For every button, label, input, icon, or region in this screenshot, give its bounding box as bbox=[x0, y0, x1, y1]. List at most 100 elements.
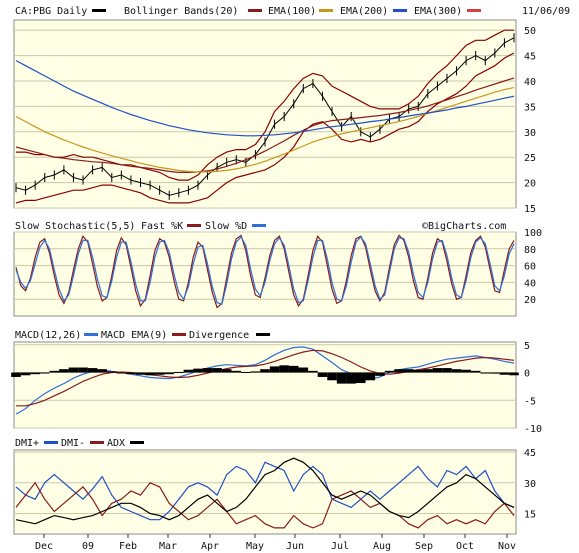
divergence-bar bbox=[68, 367, 79, 373]
ema300-legend-label: EMA(300) bbox=[414, 6, 462, 17]
y-tick-label-macd: -10 bbox=[524, 424, 542, 435]
divergence-bar bbox=[39, 372, 50, 374]
bb-legend-label: Bollinger Bands(20) bbox=[124, 6, 238, 17]
divergence-bar bbox=[164, 372, 175, 375]
ema100-legend-swatch bbox=[319, 9, 333, 12]
x-tick-label: 09 bbox=[82, 541, 94, 552]
divergence-legend-swatch bbox=[256, 333, 270, 336]
ema100-legend-label: EMA(100) bbox=[268, 6, 316, 17]
divergence-bar bbox=[250, 371, 261, 373]
x-tick-label: Oct bbox=[456, 541, 474, 552]
y-tick-label-price: 50 bbox=[524, 26, 536, 37]
divergence-bar bbox=[451, 369, 462, 373]
macd-header: MACD(12,26) MACD EMA(9) Divergence bbox=[15, 330, 270, 341]
stochastic-header: Slow Stochastic(5,5) Fast %K Slow %D ©Bi… bbox=[15, 221, 506, 232]
series-divergence bbox=[11, 365, 519, 384]
divergence-bar bbox=[30, 372, 40, 375]
y-tick-label-slow_stochastic: 80 bbox=[524, 245, 536, 256]
series-bollinger-bands-20-lower bbox=[15, 52, 515, 204]
ema300-legend-swatch bbox=[467, 9, 481, 12]
price-legend-swatch bbox=[92, 9, 106, 12]
x-tick-label: Nov bbox=[498, 541, 516, 552]
divergence-bar bbox=[20, 372, 31, 376]
x-tick-label: May bbox=[246, 541, 264, 552]
divergence-bar bbox=[49, 370, 60, 373]
divergence-bar bbox=[87, 368, 98, 373]
y-tick-label-price: 35 bbox=[524, 102, 536, 113]
adx-legend-label: ADX bbox=[107, 438, 125, 449]
price-panel bbox=[13, 19, 517, 209]
x-tick-label: Mar bbox=[159, 541, 177, 552]
divergence-bar bbox=[298, 367, 309, 373]
series-slow-d bbox=[15, 235, 515, 305]
y-tick-label-macd: 0 bbox=[524, 369, 530, 380]
divergence-bar bbox=[365, 372, 376, 381]
stochastic-title: Slow Stochastic(5,5) bbox=[15, 221, 135, 232]
chart-date: 11/06/09 bbox=[522, 6, 570, 17]
divergence-bar bbox=[174, 371, 184, 373]
bb-legend-swatch bbox=[248, 9, 262, 12]
y-tick-label-dmi: 15 bbox=[524, 510, 536, 521]
series-bollinger-bands-20-upper bbox=[16, 29, 514, 181]
divergence-bar bbox=[346, 372, 356, 384]
x-tick-label: Aug bbox=[373, 541, 391, 552]
divergence-bar bbox=[442, 368, 452, 373]
dmi-minus-legend-label: DMI- bbox=[61, 438, 85, 449]
divergence-bar bbox=[432, 368, 443, 373]
divergence-bar bbox=[154, 372, 165, 375]
divergence-bar bbox=[384, 370, 395, 373]
price-header: CA:PBG Daily Bollinger Bands(20) EMA(100… bbox=[15, 6, 570, 17]
divergence-bar bbox=[499, 372, 510, 375]
divergence-bar bbox=[260, 369, 270, 373]
watermark: ©BigCharts.com bbox=[422, 221, 506, 232]
slowd-legend-label: Slow %D bbox=[205, 221, 247, 232]
divergence-bar bbox=[355, 372, 366, 384]
dmi-minus-legend-swatch bbox=[90, 441, 104, 444]
divergence-bar bbox=[308, 370, 318, 373]
x-tick-label: Jul bbox=[331, 541, 349, 552]
dmi-plus-legend-swatch bbox=[44, 441, 58, 444]
y-tick-label-dmi: 45 bbox=[524, 448, 536, 459]
y-tick-label-macd: 5 bbox=[524, 341, 530, 352]
dmi-header: DMI+ DMI- ADX bbox=[15, 438, 144, 449]
macd-ema-legend-swatch bbox=[172, 333, 186, 336]
y-tick-label-price: 40 bbox=[524, 77, 536, 88]
macd-title: MACD(12,26) bbox=[15, 330, 81, 341]
y-tick-label-price: 25 bbox=[524, 153, 536, 164]
series-adx bbox=[15, 457, 515, 525]
macd-ema-legend-label: MACD EMA(9) bbox=[101, 330, 167, 341]
x-tick-label: Apr bbox=[201, 541, 219, 552]
divergence-bar bbox=[193, 368, 203, 373]
divergence-bar bbox=[480, 372, 491, 374]
divergence-bar bbox=[394, 369, 404, 373]
divergence-bar bbox=[413, 369, 424, 373]
y-tick-label-macd: -5 bbox=[524, 396, 536, 407]
y-tick-label-slow_stochastic: 40 bbox=[524, 278, 536, 289]
x-tick-label: Jun bbox=[286, 541, 304, 552]
divergence-bar bbox=[336, 372, 347, 384]
tick-layer: 15 20 25 30 35 40 45 50 20 40 60 80 100 -10 -5 0 5 15 30 45… bbox=[35, 26, 542, 552]
divergence-bar bbox=[231, 370, 242, 373]
divergence-bar bbox=[327, 372, 337, 381]
dmi-plus-title: DMI+ bbox=[15, 438, 39, 449]
x-tick-label: Feb bbox=[119, 541, 137, 552]
divergence-bar bbox=[78, 367, 88, 373]
stochastic-panel bbox=[13, 231, 517, 317]
divergence-bar bbox=[183, 369, 194, 373]
divergence-bar bbox=[126, 372, 136, 375]
macd-panel bbox=[13, 341, 517, 429]
divergence-bar bbox=[490, 372, 500, 374]
divergence-bar bbox=[241, 371, 251, 373]
divergence-bar bbox=[212, 368, 222, 373]
divergence-bar bbox=[145, 372, 155, 376]
divergence-bar bbox=[423, 369, 433, 373]
adx-legend-swatch bbox=[130, 441, 144, 444]
divergence-bar bbox=[97, 369, 107, 373]
price-line bbox=[15, 37, 515, 196]
divergence-bar bbox=[403, 369, 414, 373]
y-tick-label-slow_stochastic: 60 bbox=[524, 262, 536, 273]
divergence-bar bbox=[375, 372, 385, 376]
divergence-bar bbox=[202, 368, 213, 373]
series-dmi bbox=[15, 461, 515, 521]
